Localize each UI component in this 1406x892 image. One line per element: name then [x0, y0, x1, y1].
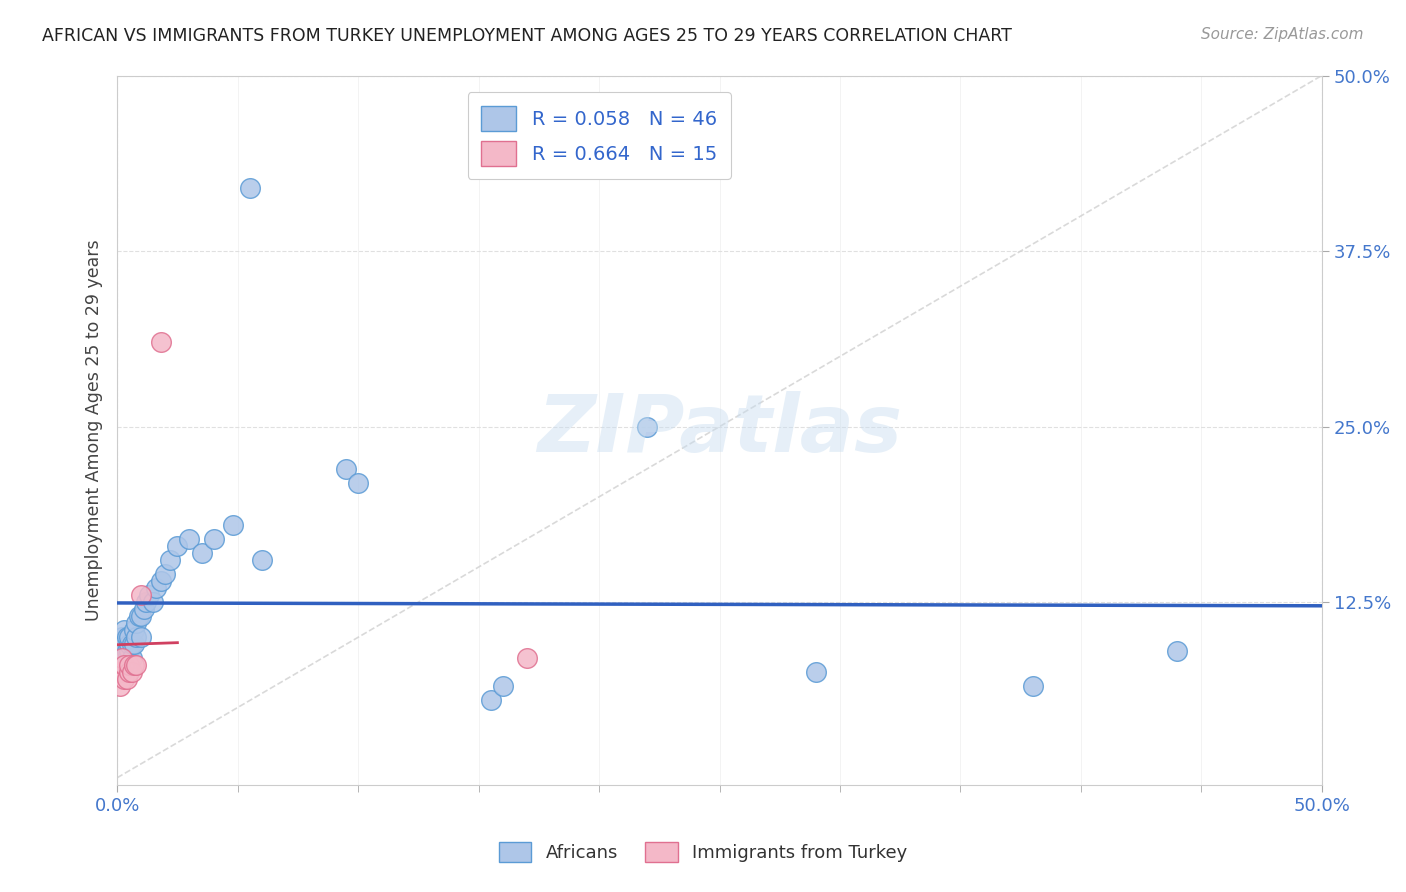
- Point: [118, 665, 141, 680]
- Point: [179, 532, 201, 546]
- Text: Source: ZipAtlas.com: Source: ZipAtlas.com: [1201, 27, 1364, 42]
- Point: [112, 673, 135, 687]
- Point: [166, 539, 188, 553]
- Point: [118, 658, 141, 673]
- Point: [115, 630, 138, 644]
- Point: [492, 680, 515, 694]
- Point: [159, 553, 181, 567]
- Point: [155, 567, 177, 582]
- Point: [121, 651, 143, 665]
- Text: AFRICAN VS IMMIGRANTS FROM TURKEY UNEMPLOYMENT AMONG AGES 25 TO 29 YEARS CORRELA: AFRICAN VS IMMIGRANTS FROM TURKEY UNEMPL…: [42, 27, 1012, 45]
- Point: [149, 335, 172, 350]
- Point: [138, 588, 160, 602]
- Point: [1022, 680, 1045, 694]
- Point: [129, 588, 152, 602]
- Point: [108, 651, 131, 665]
- Point: [142, 595, 165, 609]
- Point: [1166, 644, 1188, 658]
- Point: [122, 624, 145, 638]
- Text: ZIPatlas: ZIPatlas: [537, 391, 903, 469]
- Point: [121, 637, 143, 651]
- Point: [118, 644, 141, 658]
- Point: [121, 665, 143, 680]
- Point: [115, 644, 138, 658]
- Legend: R = 0.058   N = 46, R = 0.664   N = 15: R = 0.058 N = 46, R = 0.664 N = 15: [468, 93, 731, 179]
- Point: [112, 637, 135, 651]
- Point: [636, 419, 658, 434]
- Point: [122, 658, 145, 673]
- Point: [145, 581, 167, 595]
- Point: [112, 624, 135, 638]
- Point: [250, 553, 273, 567]
- Legend: Africans, Immigrants from Turkey: Africans, Immigrants from Turkey: [492, 834, 914, 870]
- Point: [129, 609, 152, 624]
- Point: [115, 658, 138, 673]
- Point: [118, 630, 141, 644]
- Point: [111, 651, 134, 665]
- Point: [125, 616, 148, 631]
- Point: [516, 651, 538, 665]
- Point: [111, 644, 134, 658]
- Point: [222, 517, 245, 532]
- Point: [128, 609, 150, 624]
- Point: [125, 658, 148, 673]
- Point: [112, 651, 135, 665]
- Point: [108, 665, 131, 680]
- Point: [129, 630, 152, 644]
- Point: [111, 658, 134, 673]
- Point: [108, 680, 131, 694]
- Point: [111, 630, 134, 644]
- Point: [202, 532, 225, 546]
- Point: [132, 602, 155, 616]
- Point: [239, 181, 262, 195]
- Point: [804, 665, 827, 680]
- Point: [479, 693, 502, 707]
- Point: [115, 673, 138, 687]
- Point: [122, 637, 145, 651]
- Point: [111, 665, 134, 680]
- Y-axis label: Unemployment Among Ages 25 to 29 years: Unemployment Among Ages 25 to 29 years: [86, 239, 103, 621]
- Point: [125, 630, 148, 644]
- Point: [347, 475, 370, 490]
- Point: [335, 462, 357, 476]
- Point: [108, 665, 131, 680]
- Point: [135, 595, 157, 609]
- Point: [118, 637, 141, 651]
- Point: [149, 574, 172, 588]
- Point: [112, 658, 135, 673]
- Point: [190, 546, 212, 560]
